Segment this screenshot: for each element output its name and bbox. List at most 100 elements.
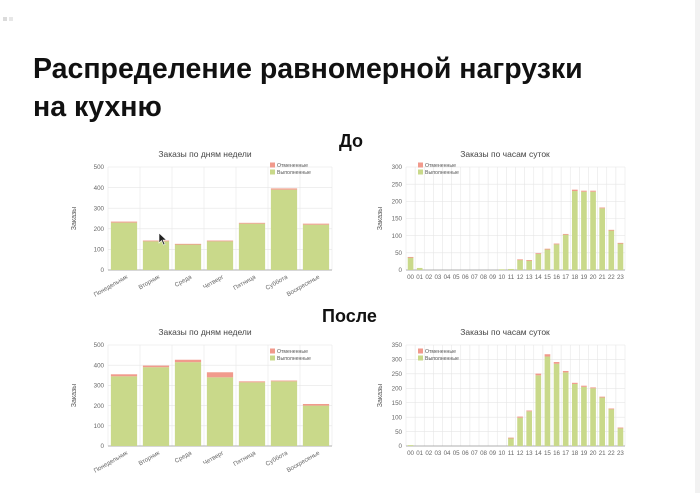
bar-cancelled bbox=[617, 427, 624, 429]
x-tick-label: Пятница bbox=[232, 449, 257, 468]
y-tick-label: 300 bbox=[94, 383, 105, 390]
x-tick-label: Воскресенье bbox=[286, 449, 322, 474]
bar-completed bbox=[581, 191, 587, 270]
x-tick-label: Понедельник bbox=[93, 274, 130, 299]
bar-completed bbox=[571, 383, 578, 446]
x-tick-label: Среда bbox=[174, 449, 194, 464]
bar-cancelled bbox=[599, 396, 606, 398]
bar-cancelled bbox=[553, 362, 560, 364]
x-tick-label: 18 bbox=[571, 274, 578, 281]
bar-completed bbox=[110, 376, 138, 446]
bar-cancelled bbox=[553, 243, 560, 245]
x-tick-label: 22 bbox=[608, 450, 615, 457]
y-tick-label: 100 bbox=[94, 423, 105, 430]
bar-cancelled bbox=[206, 240, 234, 242]
y-tick-label: 350 bbox=[392, 342, 403, 349]
chart-before-by-weekday: Заказы по дням недели Заказы 0 100 200 300 400… bbox=[71, 149, 333, 299]
x-tick-label: 18 bbox=[571, 450, 578, 457]
x-tick-label: 22 bbox=[608, 274, 615, 281]
bar-completed bbox=[535, 375, 542, 446]
bar-completed bbox=[608, 230, 615, 270]
bar-cancelled bbox=[110, 374, 138, 377]
x-tick-label: 08 bbox=[480, 274, 487, 281]
x-tick-label: 00 bbox=[407, 450, 414, 457]
x-tick-label: 15 bbox=[544, 274, 551, 281]
y-axis-label: Заказы bbox=[377, 207, 384, 230]
chart-after-by-hour: Заказы по часам сутокЗаказы0501001502002… bbox=[377, 327, 626, 457]
logo-mark-icon bbox=[3, 17, 13, 21]
bar-completed bbox=[608, 409, 615, 446]
bar-cancelled bbox=[206, 372, 234, 378]
x-tick-label: Воскресенье bbox=[286, 273, 322, 298]
x-tick-label: 06 bbox=[462, 274, 469, 281]
bar-completed bbox=[562, 372, 569, 446]
bar-cancelled bbox=[617, 242, 624, 244]
bar-completed bbox=[599, 208, 606, 270]
x-tick-label: 17 bbox=[562, 450, 569, 457]
legend-swatch bbox=[418, 348, 423, 354]
bar-cancelled bbox=[407, 256, 414, 258]
x-tick-label: 05 bbox=[453, 274, 460, 281]
bar-cancelled bbox=[142, 365, 170, 368]
bar-completed bbox=[238, 382, 266, 446]
x-tick-label: Понедельник bbox=[93, 450, 130, 475]
x-tick-label: 09 bbox=[489, 274, 496, 281]
x-tick-label: 06 bbox=[462, 450, 469, 457]
bar-completed bbox=[571, 191, 578, 270]
y-tick-label: 50 bbox=[395, 250, 402, 257]
legend-label: Отмененные bbox=[277, 349, 308, 355]
legend-label: Выполненные bbox=[277, 170, 311, 176]
bar-cancelled bbox=[581, 385, 587, 387]
y-tick-label: 200 bbox=[392, 385, 403, 392]
bar-completed bbox=[302, 405, 330, 446]
y-tick-label: 100 bbox=[94, 247, 105, 254]
slide-title-line-2: на кухню bbox=[33, 91, 162, 123]
x-tick-label: Суббота bbox=[265, 449, 290, 467]
x-tick-label: 03 bbox=[434, 450, 441, 457]
x-tick-label: 20 bbox=[590, 274, 597, 281]
bar-cancelled bbox=[526, 260, 533, 261]
chart-title: Заказы по часам суток bbox=[460, 327, 550, 337]
x-tick-label: 13 bbox=[526, 450, 533, 457]
bar-completed bbox=[617, 243, 624, 270]
chart-after-by-weekday: Заказы по дням недели Заказы 0 100 200 300 400… bbox=[71, 327, 333, 475]
y-tick-label: 0 bbox=[399, 267, 403, 274]
bar-completed bbox=[535, 253, 542, 270]
legend-swatch bbox=[418, 355, 423, 361]
y-tick-label: 300 bbox=[392, 357, 403, 364]
x-tick-label: 03 bbox=[434, 274, 441, 281]
y-axis-label: Заказы bbox=[71, 207, 78, 230]
x-tick-label: 14 bbox=[535, 274, 542, 281]
bar-completed bbox=[206, 377, 234, 446]
bar-cancelled bbox=[544, 248, 551, 250]
bar-completed bbox=[416, 267, 423, 270]
bar-cancelled bbox=[302, 223, 330, 225]
x-tick-label: 01 bbox=[416, 274, 423, 281]
bar-cancelled bbox=[562, 370, 569, 373]
bar-completed bbox=[110, 222, 138, 270]
bar-cancelled bbox=[544, 354, 551, 357]
bar-cancelled bbox=[110, 221, 138, 223]
bar-cancelled bbox=[535, 253, 542, 254]
x-tick-label: 11 bbox=[508, 450, 515, 457]
x-tick-label: 08 bbox=[480, 450, 487, 457]
x-tick-label: 02 bbox=[425, 450, 432, 457]
x-tick-label: 04 bbox=[444, 274, 451, 281]
x-tick-label: 12 bbox=[517, 450, 524, 457]
bar-cancelled bbox=[270, 188, 298, 190]
bar-completed bbox=[526, 411, 533, 446]
chart-title: Заказы по дням недели bbox=[158, 327, 252, 337]
bar-completed bbox=[508, 268, 514, 270]
bar-completed bbox=[302, 224, 330, 270]
legend-label: Выполненные bbox=[425, 356, 459, 362]
bar-cancelled bbox=[174, 359, 202, 363]
y-tick-label: 150 bbox=[392, 216, 403, 223]
y-tick-label: 200 bbox=[94, 403, 105, 410]
bar-cancelled bbox=[571, 189, 578, 192]
y-tick-label: 0 bbox=[101, 443, 105, 450]
bar-completed bbox=[206, 241, 234, 270]
bar-completed bbox=[526, 260, 533, 270]
legend-swatch bbox=[418, 169, 423, 175]
bar-completed bbox=[553, 363, 560, 446]
bar-completed bbox=[407, 445, 414, 446]
